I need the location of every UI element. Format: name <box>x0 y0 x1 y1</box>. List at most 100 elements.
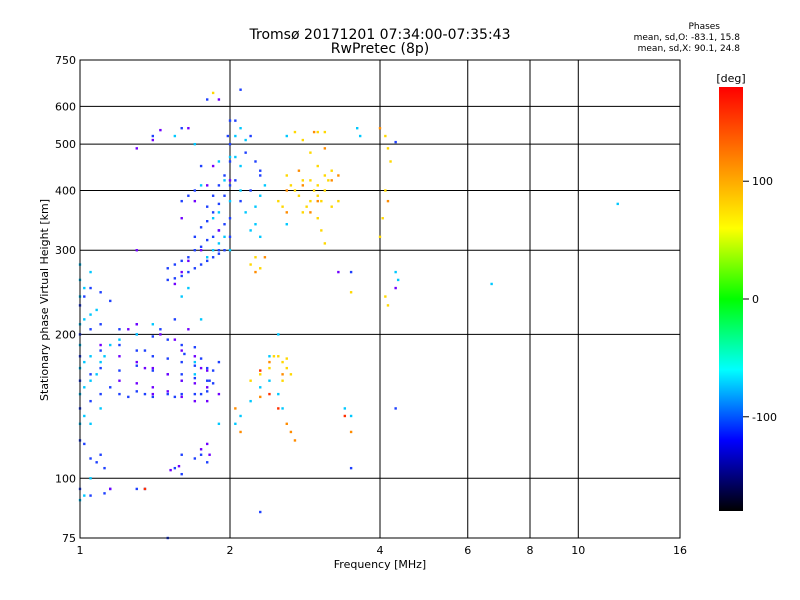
data-point <box>254 160 257 163</box>
data-point <box>316 130 319 134</box>
x-tick-label: 2 <box>227 544 234 557</box>
x-tick-label: 10 <box>571 544 585 557</box>
data-point <box>208 379 211 382</box>
data-point <box>173 277 177 280</box>
data-point <box>143 487 147 491</box>
data-point <box>180 274 183 278</box>
data-point <box>83 286 86 290</box>
data-point <box>386 147 390 150</box>
data-point <box>281 205 284 208</box>
data-point <box>89 373 92 376</box>
data-point <box>223 235 226 239</box>
data-point <box>151 323 155 326</box>
data-point <box>205 379 209 382</box>
data-point <box>285 211 288 214</box>
data-point <box>259 235 262 239</box>
data-point <box>358 134 362 138</box>
data-point <box>277 355 280 358</box>
data-point <box>301 138 305 142</box>
data-point <box>99 407 102 410</box>
data-point <box>349 430 353 434</box>
colorbar-gradient <box>719 87 743 511</box>
data-point <box>180 360 183 364</box>
data-point <box>151 392 155 396</box>
y-axis-title: Stationary phase Virtual Height [km] <box>38 199 51 401</box>
data-point <box>173 282 177 286</box>
data-point <box>312 189 316 192</box>
data-point <box>205 98 209 101</box>
y-tick-label: 750 <box>55 54 76 67</box>
data-point <box>268 360 271 364</box>
data-point <box>143 366 147 370</box>
data-point <box>297 194 301 197</box>
data-point <box>180 395 183 399</box>
data-point <box>99 323 102 326</box>
data-point <box>228 179 232 182</box>
data-point <box>285 174 288 177</box>
data-point <box>193 189 197 192</box>
data-point <box>316 164 319 168</box>
data-point <box>187 126 190 130</box>
data-point <box>159 328 162 331</box>
data-point <box>166 278 169 282</box>
data-point <box>99 366 102 370</box>
data-point <box>151 369 155 372</box>
data-point <box>187 194 190 197</box>
colorbar-ticks: 100 0 -100 <box>743 175 777 424</box>
data-point <box>289 430 293 434</box>
data-point <box>205 399 209 403</box>
data-point <box>83 360 86 364</box>
data-point <box>205 205 209 208</box>
data-point <box>199 448 203 451</box>
data-point <box>259 395 262 399</box>
data-point <box>223 194 226 197</box>
data-point <box>268 392 271 396</box>
data-point <box>239 189 242 192</box>
data-point <box>309 179 312 182</box>
data-point <box>89 422 92 426</box>
data-point <box>166 338 169 341</box>
data-point <box>228 249 232 252</box>
data-point <box>89 270 92 274</box>
colorbar-tick-label: -100 <box>752 411 777 424</box>
data-point <box>99 453 102 456</box>
data-point <box>187 286 190 290</box>
data-point <box>239 126 242 130</box>
data-point <box>394 286 397 290</box>
data-points <box>78 88 619 540</box>
data-point <box>173 338 177 341</box>
data-point <box>289 373 293 376</box>
data-point <box>285 366 288 370</box>
data-point <box>103 492 106 495</box>
data-point <box>228 119 232 122</box>
data-point <box>211 382 215 385</box>
data-point <box>193 249 197 252</box>
data-point <box>193 382 197 385</box>
data-point <box>217 360 221 364</box>
x-axis-title: Frequency [MHz] <box>334 558 426 571</box>
data-point <box>199 249 203 252</box>
data-point <box>135 487 138 491</box>
colorbar-tick-label: 0 <box>752 293 759 306</box>
x-tick-label: 8 <box>527 544 534 557</box>
data-point <box>223 249 226 252</box>
data-point <box>89 477 92 480</box>
y-axis: 75 100 200 300 400 500 600 750 <box>55 54 76 545</box>
data-point <box>217 392 221 396</box>
data-point <box>277 333 280 336</box>
data-point <box>386 304 390 307</box>
x-tick-label: 6 <box>464 544 471 557</box>
data-point <box>228 142 232 146</box>
data-point <box>199 318 203 321</box>
data-point <box>89 286 92 290</box>
x-tick-label: 4 <box>377 544 384 557</box>
data-point <box>217 252 221 255</box>
data-point <box>99 360 102 364</box>
data-point <box>187 270 190 274</box>
data-point <box>285 357 288 360</box>
data-point <box>337 270 340 274</box>
data-point <box>205 442 209 446</box>
data-point <box>135 323 138 326</box>
data-point <box>183 352 186 356</box>
data-point <box>166 357 169 360</box>
